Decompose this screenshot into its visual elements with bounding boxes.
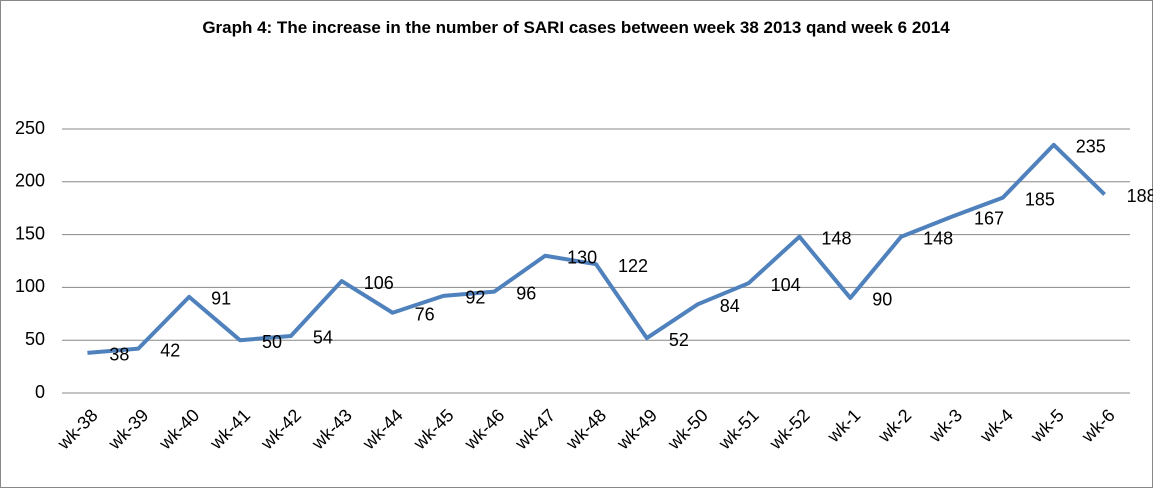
- y-tick-label: 100: [15, 276, 45, 296]
- y-tick-label: 250: [15, 118, 45, 138]
- data-label: 84: [720, 296, 740, 316]
- data-label: 52: [669, 330, 689, 350]
- data-label: 54: [313, 328, 333, 348]
- data-label: 90: [872, 290, 892, 310]
- data-label: 148: [821, 228, 851, 248]
- y-tick-label: 150: [15, 223, 45, 243]
- data-label: 96: [516, 283, 536, 303]
- data-label: 92: [465, 288, 485, 308]
- chart-title: Graph 4: The increase in the number of S…: [202, 18, 950, 37]
- y-tick-label: 0: [35, 382, 45, 402]
- data-label: 188: [1127, 186, 1153, 206]
- data-label: 130: [567, 247, 597, 267]
- data-label: 38: [109, 345, 129, 365]
- data-label: 106: [364, 273, 394, 293]
- data-label: 104: [771, 275, 801, 295]
- data-label: 50: [262, 332, 282, 352]
- data-label: 122: [618, 256, 648, 276]
- data-label: 91: [211, 289, 231, 309]
- data-label: 42: [160, 340, 180, 360]
- data-label: 76: [415, 304, 435, 324]
- y-tick-label: 200: [15, 171, 45, 191]
- data-label: 185: [1025, 189, 1055, 209]
- data-label: 167: [974, 208, 1004, 228]
- y-tick-label: 50: [25, 329, 45, 349]
- data-label: 235: [1076, 137, 1106, 157]
- line: [87, 142, 1106, 355]
- data-label: 148: [923, 228, 953, 248]
